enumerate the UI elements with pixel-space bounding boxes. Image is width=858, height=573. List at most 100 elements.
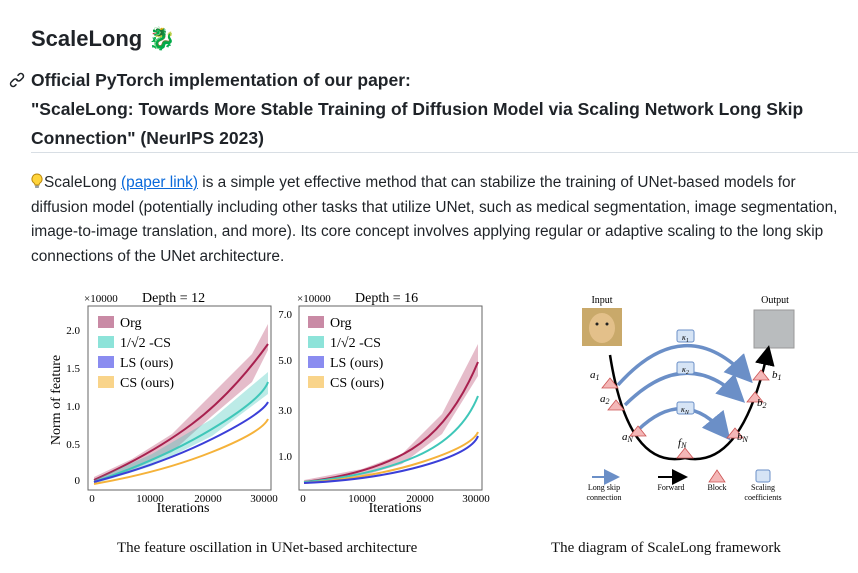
- legend-skip-label-2: connection: [586, 493, 621, 502]
- plot2-ytick: 3.0: [278, 405, 292, 417]
- plot1-ytick: 0.5: [66, 439, 80, 451]
- plot2-title: Depth = 16: [355, 291, 418, 306]
- intro-paragraph: ScaleLong (paper link) is a simple yet e…: [31, 171, 851, 269]
- heading-divider: [31, 152, 858, 153]
- plot1-frame: [87, 305, 272, 491]
- input-dog-image: [582, 308, 622, 346]
- anchor-link-icon[interactable]: [9, 72, 25, 88]
- right-figure-caption: The diagram of ScaleLong framework: [551, 540, 781, 556]
- block-bn: [726, 427, 744, 439]
- legend-org-swatch: [308, 316, 324, 328]
- plot2-ytick: 5.0: [278, 355, 292, 367]
- plot1-xtick: 10000: [136, 493, 164, 505]
- label-b1: b1: [772, 369, 782, 382]
- label-b2: b2: [757, 397, 767, 410]
- plot2-multiplier: ×10000: [297, 293, 331, 305]
- plot2-ytick: 1.0: [278, 451, 292, 463]
- legend-cs-swatch: [98, 376, 114, 388]
- legend-cs-sqrt-label: 1/√2 -CS: [330, 336, 381, 351]
- lightbulb-icon: [31, 173, 43, 188]
- plot2-ytick: 7.0: [278, 309, 292, 321]
- block-fn: [676, 447, 694, 459]
- plot1-ytick: 0: [75, 475, 81, 487]
- block-b1: [752, 369, 770, 381]
- plot1-cs-sqrt-line: [93, 381, 269, 483]
- block-an: [629, 425, 647, 437]
- output-label: Output: [761, 295, 789, 306]
- legend-cs-label: CS (ours): [330, 376, 384, 391]
- legend-forward-label: Forward: [657, 483, 684, 492]
- legend-ls-swatch: [308, 356, 324, 368]
- plot2-cs-sqrt-line: [303, 395, 479, 483]
- plot1-cs-line: [93, 418, 269, 485]
- legend-block-label: Block: [707, 483, 726, 492]
- headline-line-1: Official PyTorch implementation of our p…: [31, 70, 411, 90]
- plot2-ls-line: [303, 435, 479, 484]
- kappa-n-box: [676, 401, 695, 415]
- plot1-ls-line: [93, 401, 269, 483]
- legend-ls-swatch: [98, 356, 114, 368]
- plot1-title: Depth = 12: [142, 291, 205, 306]
- plot2-xtick: 10000: [348, 493, 376, 505]
- legend-cs-sqrt-swatch: [308, 336, 324, 348]
- label-bn: bN: [737, 431, 749, 444]
- block-a1: [601, 377, 619, 389]
- kappa-n-label: κN: [681, 405, 690, 416]
- dragon-icon: 🐉: [148, 26, 176, 51]
- feature-oscillation-figure: ×10000 Depth = 12 2.0 1.5 1.0 0.5 0 0 10…: [49, 291, 490, 516]
- plot1-ytick: 2.0: [66, 325, 80, 337]
- label-a1: a1: [590, 369, 600, 382]
- output-noise-image: [753, 309, 795, 349]
- legend-ls-label: LS (ours): [120, 356, 174, 371]
- kappa-1-box: [676, 329, 695, 343]
- legend-org-label: Org: [120, 316, 142, 331]
- legend-org-swatch: [98, 316, 114, 328]
- input-label: Input: [591, 295, 612, 306]
- skip-arrow-2: [623, 371, 746, 407]
- plot2-xlabel: Iterations: [369, 501, 422, 516]
- plot1-xtick: 30000: [250, 493, 278, 505]
- legend-block-swatch: [708, 469, 726, 483]
- scalelong-diagram: Input Output κ1 κ2 κN a1 a2 aN fN bN b2 …: [582, 295, 795, 502]
- repo-title: ScaleLong 🐉: [31, 26, 176, 52]
- paper-link[interactable]: (paper link): [121, 174, 198, 191]
- legend-cs-sqrt-label: 1/√2 -CS: [120, 336, 171, 351]
- headline-line-3: Connection" (NeurIPS 2023): [31, 128, 264, 148]
- block-a2: [607, 399, 625, 411]
- legend-ls-label: LS (ours): [330, 356, 384, 371]
- legend-org-label: Org: [330, 316, 352, 331]
- label-fn: fN: [678, 437, 687, 450]
- headline-line-2: "ScaleLong: Towards More Stable Training…: [31, 99, 804, 119]
- plot1-ytick: 1.5: [66, 363, 80, 375]
- label-a2: a2: [600, 393, 610, 406]
- plot2-legend: Org 1/√2 -CS LS (ours) CS (ours): [308, 316, 384, 391]
- plot1-ylabel: Norm of feature: [49, 355, 64, 445]
- plot2-org-band: [304, 344, 478, 484]
- skip-arrow-1: [616, 344, 753, 387]
- plot2-xtick: 20000: [406, 493, 434, 505]
- plot2-xtick: 0: [300, 493, 306, 505]
- plot1-ytick: 1.0: [66, 401, 80, 413]
- repo-title-text: ScaleLong: [31, 26, 143, 51]
- legend-skip-label-1: Long skip: [588, 483, 620, 492]
- legend-scaling-swatch: [755, 469, 771, 483]
- kappa-2-box: [676, 361, 695, 375]
- plot1-xtick: 20000: [194, 493, 222, 505]
- left-figure-caption: The feature oscillation in UNet-based ar…: [117, 540, 418, 556]
- plot2-xtick: 30000: [462, 493, 490, 505]
- legend-cs-label: CS (ours): [120, 376, 174, 391]
- kappa-2-label: κ2: [682, 365, 689, 376]
- block-b2: [746, 391, 764, 403]
- intro-lead: ScaleLong: [44, 174, 122, 191]
- paper-headline: Official PyTorch implementation of our p…: [31, 66, 831, 153]
- plot1-cs-sqrt-band: [94, 372, 268, 484]
- plot2-cs-line: [303, 431, 479, 484]
- plot1-legend: Org 1/√2 -CS LS (ours) CS (ours): [98, 316, 174, 391]
- kappa-1-label: κ1: [682, 333, 689, 344]
- plot1-xlabel: Iterations: [157, 501, 210, 516]
- plot-depth-12: ×10000 Depth = 12 2.0 1.5 1.0 0.5 0 0 10…: [49, 291, 278, 516]
- intro-rest: is a simple yet effective method that ca…: [31, 174, 838, 265]
- plot1-org-line: [93, 343, 269, 481]
- plot2-org-line: [303, 361, 479, 483]
- plot1-multiplier: ×10000: [84, 293, 118, 305]
